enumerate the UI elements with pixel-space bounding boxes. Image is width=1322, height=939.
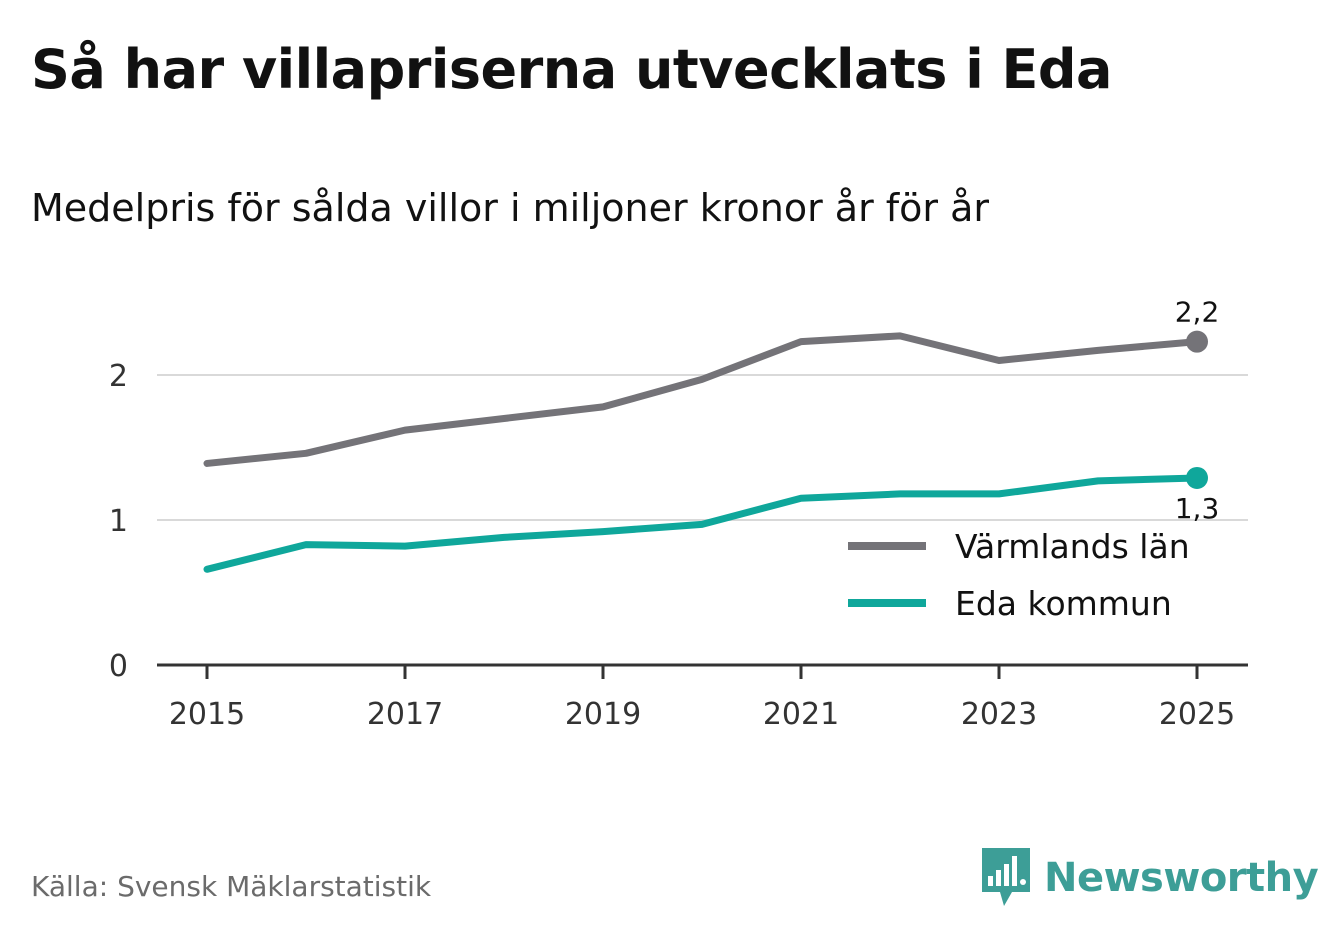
newsworthy-logo-icon (982, 848, 1030, 906)
series-line-eda-kommun (203, 474, 1201, 573)
series-end-label-värmlands-län: 2,2 (1175, 296, 1220, 329)
y-tick-label: 0 (109, 649, 128, 684)
x-tick-label: 2025 (1159, 697, 1235, 732)
x-tick-label: 2015 (169, 697, 245, 732)
legend-label: Värmlands län (955, 527, 1190, 566)
legend-background (832, 522, 1240, 632)
x-axis-ticks: 2015 2017 2019 2021 2023 2025 (169, 665, 1235, 732)
source-note: Källa: Svensk Mäklarstatistik (31, 870, 432, 903)
x-tick-label: 2019 (565, 697, 641, 732)
series: 2,2 1,3 (203, 296, 1220, 573)
x-tick-label: 2021 (763, 697, 839, 732)
legend-label: Eda kommun (955, 584, 1172, 623)
y-tick-label: 1 (109, 504, 128, 539)
chart-title: Så har villapriserna utvecklats i Eda (31, 38, 1113, 101)
x-tick-label: 2017 (367, 697, 443, 732)
x-tick-label: 2023 (961, 697, 1037, 732)
chart-subtitle: Medelpris för sålda villor i miljoner kr… (31, 186, 990, 230)
legend: Värmlands län Eda kommun (832, 522, 1240, 632)
brand-name: Newsworthy (1044, 855, 1319, 901)
y-tick-label: 2 (109, 359, 128, 394)
gridlines (157, 374, 1248, 521)
y-axis-ticks: 0 1 2 (109, 359, 128, 684)
series-line-värmlands-län (203, 332, 1201, 467)
series-end-label-eda-kommun: 1,3 (1175, 492, 1220, 525)
series-end-marker-värmlands-län (1186, 330, 1208, 353)
series-end-marker-eda-kommun (1186, 466, 1208, 489)
brand-logo: Newsworthy (982, 848, 1319, 908)
